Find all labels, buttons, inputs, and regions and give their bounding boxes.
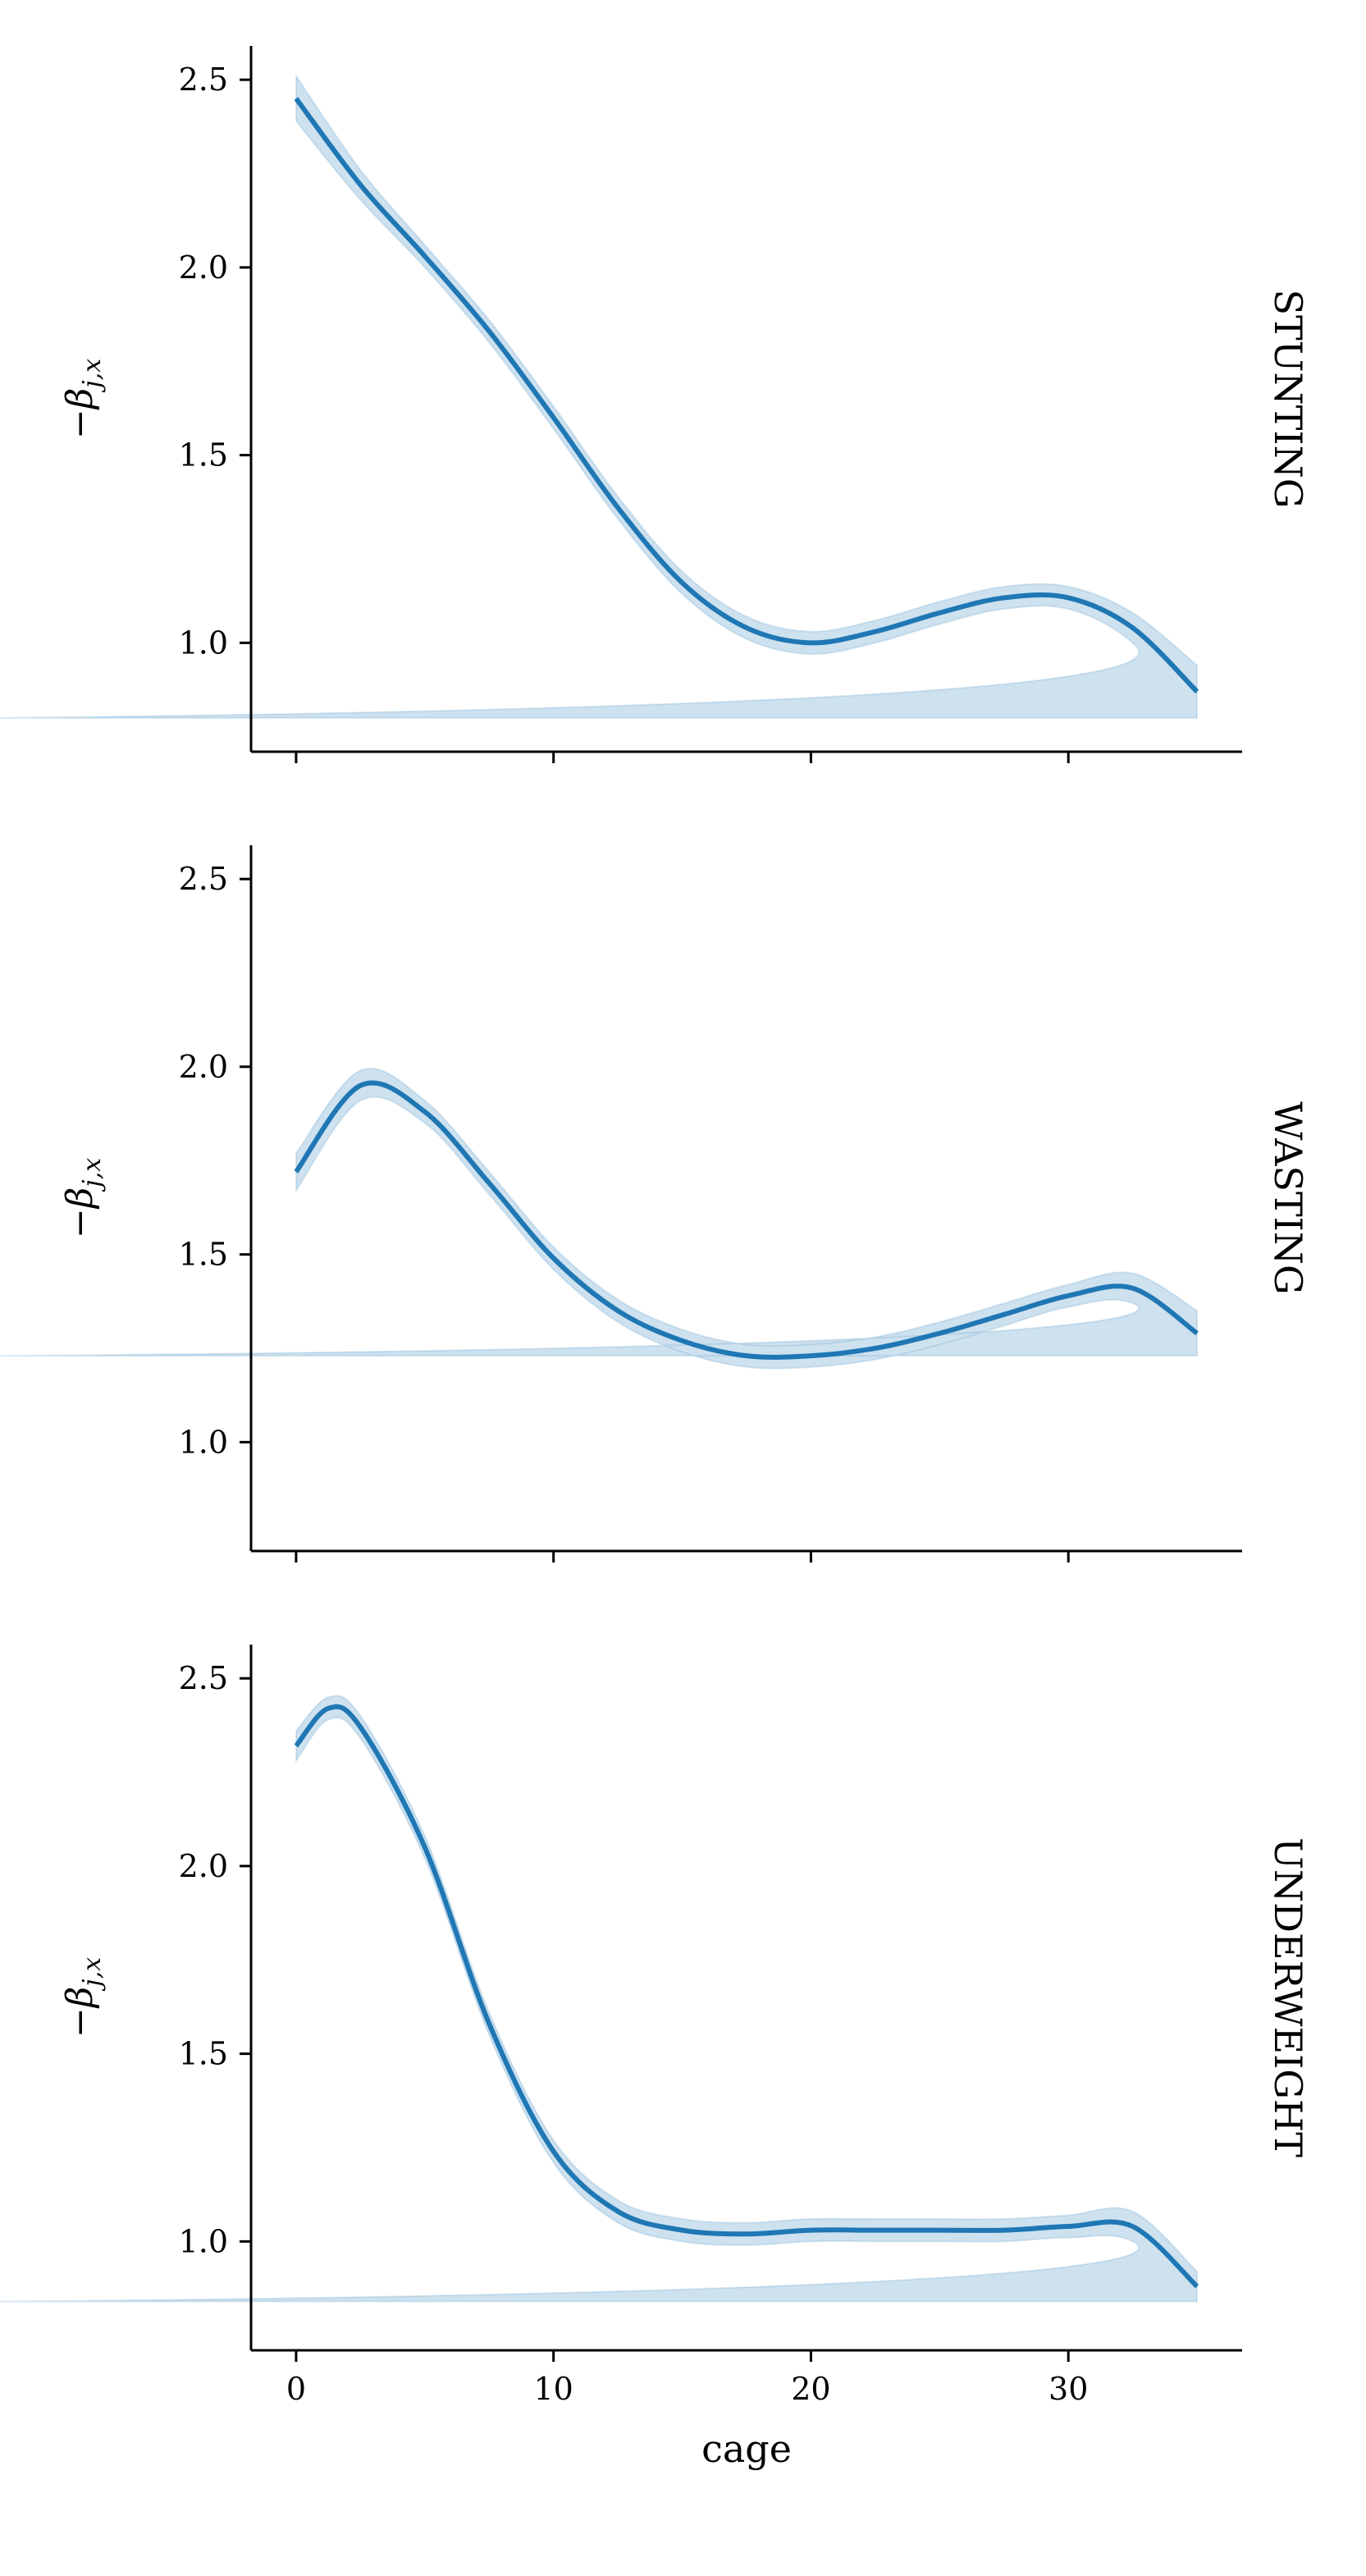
y-axis-label-main: −β: [59, 1987, 101, 2038]
y-tick-label: 2.0: [179, 1848, 228, 1884]
y-tick-label: 2.5: [179, 861, 228, 897]
y-tick-label: 1.0: [179, 625, 228, 661]
row-label: UNDERWEIGHT: [1266, 1837, 1310, 2157]
y-tick-label: 2.0: [179, 249, 228, 286]
y-tick-label: 1.5: [179, 437, 228, 474]
y-axis-label: −βj,x: [59, 1158, 107, 1238]
y-tick-label: 2.0: [179, 1049, 228, 1085]
x-tick-label: 0: [286, 2371, 306, 2407]
x-axis-label: cage: [701, 2427, 792, 2471]
line: [294, 1704, 1199, 2289]
y-axis-label-sub: j,x: [78, 1957, 107, 1992]
y-tick-label: 1.0: [179, 1424, 228, 1460]
y-axis-label-main: −β: [59, 1187, 101, 1238]
y-axis-label: −βj,x: [59, 1957, 107, 2038]
y-axis-label-sub: j,x: [78, 1158, 107, 1192]
confidence-band: [0, 1695, 1199, 2303]
y-tick-label: 1.5: [179, 2036, 228, 2072]
line: [294, 1080, 1199, 1360]
y-tick-label: 1.0: [179, 2223, 228, 2259]
confidence-band: [0, 1068, 1199, 1370]
confidence-band: [0, 73, 1199, 719]
x-tick-label: 20: [791, 2371, 830, 2407]
row-label: WASTING: [1266, 1101, 1310, 1295]
y-axis-label-main: −β: [59, 388, 101, 439]
y-tick-label: 1.5: [179, 1237, 228, 1273]
line: [294, 97, 1199, 693]
x-tick-label: 30: [1048, 2371, 1088, 2407]
y-axis-label-sub: j,x: [78, 359, 107, 393]
x-tick-label: 10: [533, 2371, 573, 2407]
y-axis-label: −βj,x: [59, 359, 107, 439]
row-label: STUNTING: [1266, 289, 1310, 508]
y-tick-label: 2.5: [179, 1660, 228, 1696]
y-tick-label: 2.5: [179, 62, 228, 98]
